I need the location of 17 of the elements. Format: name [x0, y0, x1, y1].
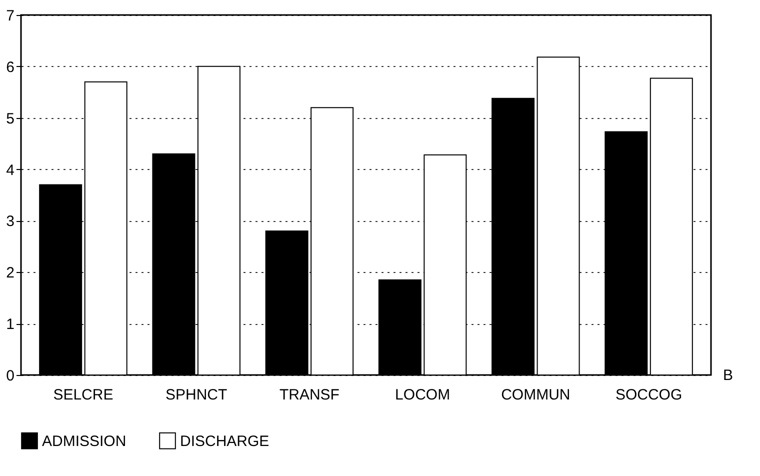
y-tick-label: 3: [6, 213, 14, 230]
y-tick-label: 4: [6, 162, 14, 179]
legend-label: ADMISSION: [42, 432, 126, 450]
x-tick-label: SPHNCT: [165, 386, 228, 404]
x-tick-label: SELCRE: [53, 386, 114, 404]
x-tick-label: LOCOM: [395, 386, 450, 404]
legend-label: DISCHARGE: [180, 432, 270, 450]
x-tick-label: SOCCOG: [615, 386, 682, 404]
y-tick-label: 2: [6, 264, 14, 282]
x-tick-label: COMMUN: [501, 386, 570, 404]
y-tick-label: 5: [6, 110, 14, 128]
text: B: [723, 367, 734, 384]
x-tick-label: TRANSF: [279, 386, 340, 404]
y-tick-label: 7: [6, 8, 14, 24]
y-tick-label: 1: [6, 316, 14, 334]
y-tick-label: 0: [6, 368, 14, 384]
y-tick-label: 6: [6, 58, 14, 76]
